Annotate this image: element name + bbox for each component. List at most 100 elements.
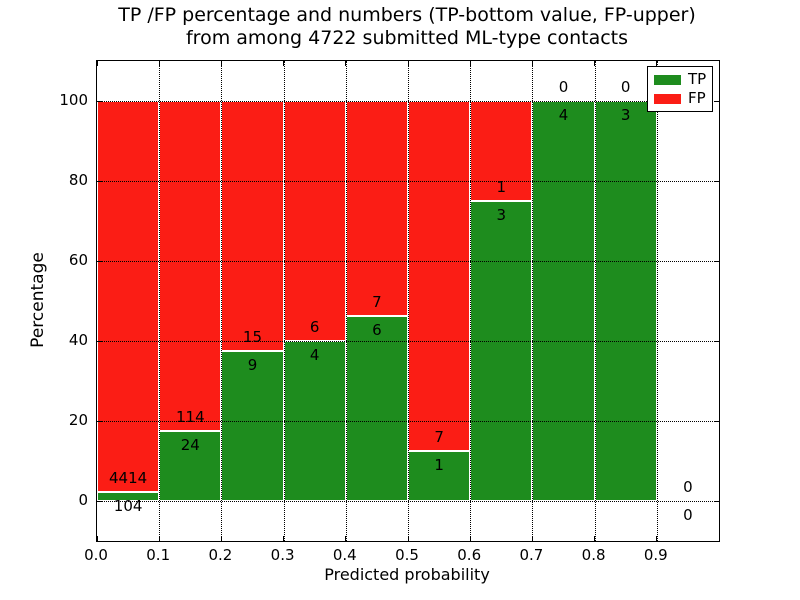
x-tick [345, 61, 347, 66]
legend-row-tp: TP [654, 72, 706, 87]
tp-count-label: 104 [113, 496, 143, 515]
fp-count-label: 1 [496, 178, 507, 196]
gridline-x [345, 61, 347, 541]
legend-row-fp: FP [654, 91, 706, 106]
x-tick [345, 536, 347, 541]
x-tick [407, 536, 409, 541]
x-tick [96, 536, 98, 541]
x-axis-label: Predicted probability [324, 565, 490, 584]
tp-count-label: 4 [309, 346, 320, 364]
gridline-x [159, 61, 161, 541]
x-tick [158, 61, 160, 66]
bar-tp-segment [532, 101, 595, 501]
y-tick [714, 100, 719, 102]
fp-count-label: 0 [558, 78, 569, 96]
bar-tp-segment [159, 431, 222, 501]
y-tick [97, 260, 102, 262]
x-tick-label: 0.1 [146, 546, 171, 564]
x-tick-label: 0.9 [643, 546, 668, 564]
gridline-x [408, 61, 409, 541]
bar-tp-segment [97, 491, 160, 501]
x-tick-label: 0.4 [332, 546, 357, 564]
x-tick [594, 61, 596, 66]
bar-fp-segment [408, 101, 471, 451]
x-tick [283, 61, 285, 66]
x-tick [283, 536, 285, 541]
gridline-y [97, 421, 719, 422]
tp-count-label: 24 [180, 436, 200, 455]
tp-count-label: 0 [683, 506, 693, 524]
y-tick-label: 20 [68, 411, 88, 429]
bar-tp-segment [470, 201, 533, 501]
x-tick [158, 536, 160, 541]
gridline-y [97, 261, 719, 262]
legend-label-fp: FP [688, 89, 706, 107]
y-tick [714, 420, 719, 422]
x-tick-label: 0.5 [395, 546, 419, 564]
fp-count-label: 7 [434, 428, 444, 446]
y-tick [97, 100, 102, 102]
tp-count-label: 6 [372, 321, 382, 340]
x-tick [594, 536, 596, 541]
gridline-x [221, 61, 223, 541]
bar-fp-segment [221, 101, 284, 351]
x-tick [531, 536, 533, 541]
y-tick-label: 80 [68, 171, 88, 189]
x-tick-label: 0.8 [581, 546, 606, 564]
x-tick-label: 0.0 [84, 546, 108, 564]
x-tick [469, 61, 471, 66]
legend-swatch-tp [654, 74, 681, 85]
fp-count-label: 0 [683, 478, 693, 496]
y-tick-label: 60 [68, 251, 88, 269]
bar-tp-segment [408, 451, 471, 501]
y-tick-label: 0 [78, 491, 88, 509]
fp-count-label: 6 [309, 318, 320, 336]
y-tick [97, 180, 102, 182]
x-tick [656, 61, 658, 66]
fp-count-label: 7 [372, 293, 382, 312]
x-tick [220, 536, 222, 541]
y-tick [97, 420, 102, 422]
y-tick-label: 40 [68, 331, 88, 349]
legend-label-tp: TP [688, 70, 707, 88]
y-tick [714, 340, 719, 342]
gridline-y [97, 501, 719, 502]
x-tick [656, 536, 658, 541]
tp-count-label: 4 [558, 106, 569, 124]
y-tick [714, 180, 719, 182]
chart-title-line2: from among 4722 submitted ML-type contac… [185, 27, 629, 49]
x-tick [407, 61, 409, 66]
x-tick-label: 0.7 [519, 546, 544, 564]
tp-count-label: 9 [247, 356, 258, 374]
bar-fp-segment [283, 101, 346, 341]
fp-count-label: 0 [620, 78, 631, 96]
x-tick-label: 0.3 [270, 546, 295, 564]
y-tick [714, 500, 719, 502]
fp-count-label: 4414 [109, 468, 148, 487]
bar-tp-segment [345, 316, 408, 501]
gridline-y [97, 181, 719, 182]
legend-swatch-fp [654, 93, 681, 104]
gridline-x [470, 61, 472, 541]
fp-count-label: 15 [242, 328, 263, 346]
y-tick-label: 100 [59, 91, 88, 109]
tp-count-label: 3 [496, 206, 507, 224]
gridline-x [532, 61, 534, 541]
y-tick [97, 500, 102, 502]
gridline-y [97, 341, 719, 342]
plot-area: 4414 104 114 24 15 9 6 4 7 6 7 1 1 3 0 4 0 3 0 0 [96, 60, 720, 542]
x-tick [220, 61, 222, 66]
bar-fp-segment [97, 101, 160, 492]
x-tick [531, 61, 533, 66]
tp-count-label: 3 [620, 106, 631, 124]
bar-fp-segment [159, 101, 222, 432]
x-tick [96, 61, 98, 66]
fp-count-label: 114 [175, 408, 205, 427]
tp-count-label: 1 [434, 456, 444, 474]
gridline-y [97, 101, 719, 102]
gridline-x [656, 61, 658, 541]
y-tick [97, 340, 102, 342]
legend: TP FP [647, 66, 713, 112]
y-tick [714, 260, 719, 262]
